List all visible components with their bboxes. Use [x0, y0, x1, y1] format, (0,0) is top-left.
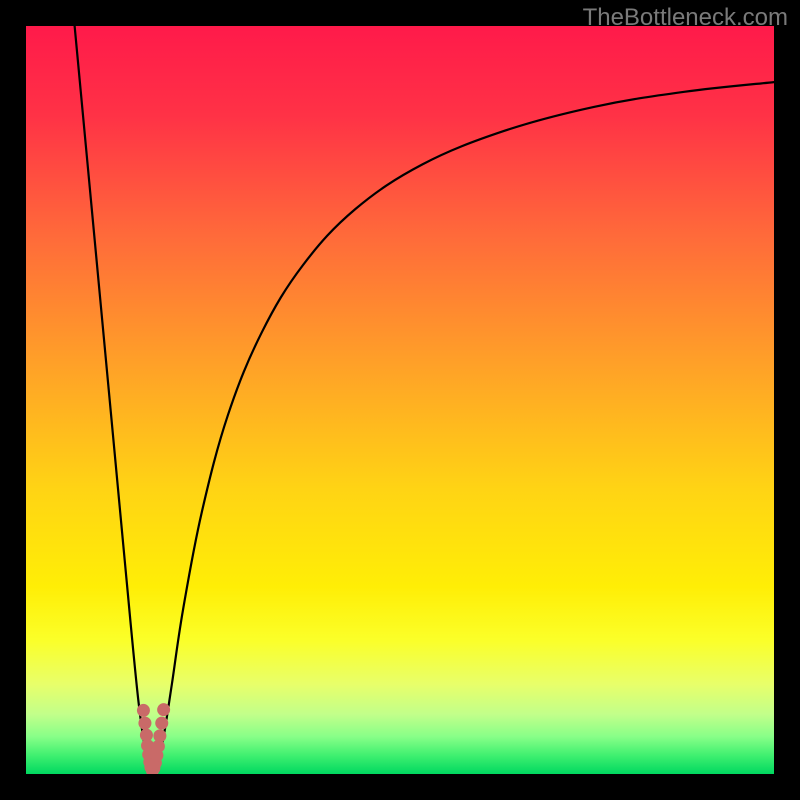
marker-point [157, 703, 170, 716]
gradient-background [26, 26, 774, 774]
marker-point [137, 704, 150, 717]
plot-area [26, 26, 774, 774]
marker-point [153, 729, 166, 742]
plot-svg [26, 26, 774, 774]
watermark-text: TheBottleneck.com [583, 4, 788, 32]
marker-point [138, 717, 151, 730]
marker-point [155, 717, 168, 730]
chart-container: TheBottleneck.com [0, 0, 800, 800]
